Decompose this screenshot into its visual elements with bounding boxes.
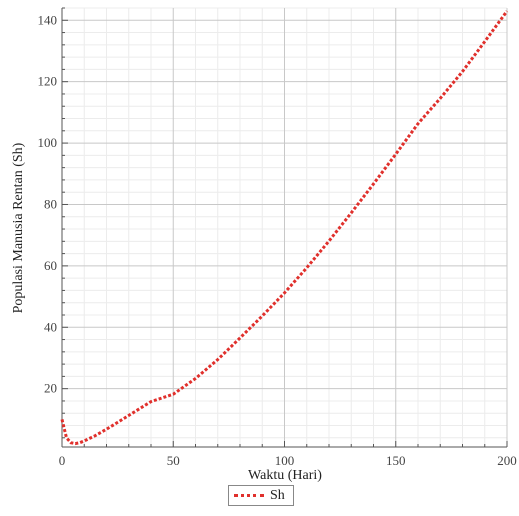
y-tick-label: 80 bbox=[44, 196, 57, 211]
y-axis-title: Populasi Manusia Rentan (Sh) bbox=[11, 142, 26, 313]
legend-label-sh: Sh bbox=[270, 487, 285, 503]
tick-marks bbox=[61, 7, 508, 447]
y-tick-label: 140 bbox=[38, 12, 58, 27]
x-tick-label: 0 bbox=[59, 453, 66, 468]
x-tick-label: 200 bbox=[497, 453, 517, 468]
legend-swatch-sh bbox=[234, 494, 264, 497]
series-line-sh bbox=[60, 10, 509, 446]
legend: Sh bbox=[228, 485, 294, 506]
x-tick-label: 50 bbox=[167, 453, 180, 468]
x-tick-label: 150 bbox=[386, 453, 406, 468]
y-tick-label: 40 bbox=[44, 319, 57, 334]
y-tick-label: 120 bbox=[38, 74, 58, 89]
y-tick-label: 60 bbox=[44, 258, 57, 273]
y-tick-label: 20 bbox=[44, 381, 57, 396]
x-axis-title: Waktu (Hari) bbox=[248, 468, 322, 483]
series-layer bbox=[60, 10, 509, 446]
y-tick-label: 100 bbox=[38, 135, 58, 150]
tick-labels: 0 50 100 150 200 20 40 60 80 100 120 140 bbox=[38, 12, 517, 468]
major-grid bbox=[62, 8, 508, 447]
x-tick-label: 100 bbox=[275, 453, 295, 468]
